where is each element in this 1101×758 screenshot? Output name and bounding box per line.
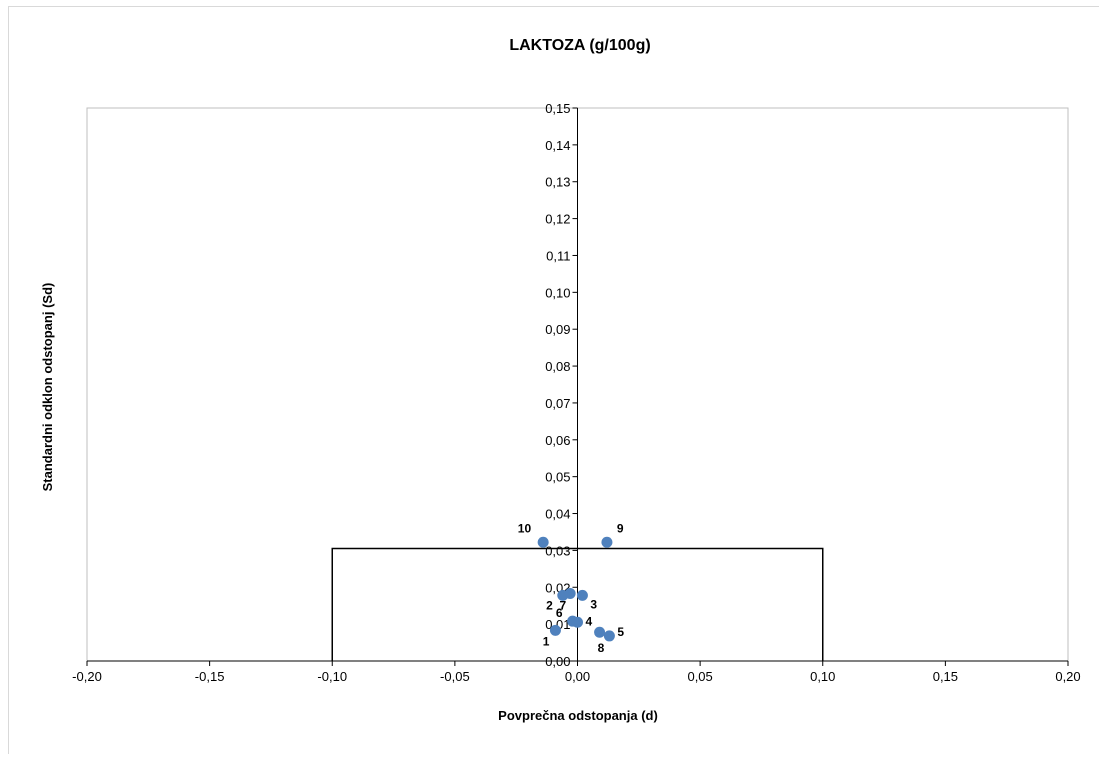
- x-tick-label: 0,20: [1055, 669, 1080, 684]
- y-tick-label: 0,11: [546, 248, 570, 263]
- x-tick-label: -0,10: [317, 669, 347, 684]
- x-axis-title: Povprečna odstopanja (d): [498, 708, 658, 723]
- data-point-5: [603, 630, 615, 642]
- data-label-9: 9: [617, 521, 624, 535]
- x-tick-label: 0,10: [810, 669, 835, 684]
- data-label-10: 10: [518, 521, 532, 535]
- x-tick-label: 0,15: [933, 669, 958, 684]
- data-point-8: [594, 626, 606, 638]
- data-label-3: 3: [590, 597, 597, 611]
- data-point-1: [549, 624, 561, 636]
- x-tick-label: -0,20: [72, 669, 102, 684]
- data-point-6: [567, 615, 579, 627]
- data-label-1: 1: [543, 634, 550, 648]
- data-point-7: [564, 588, 576, 600]
- data-label-6: 6: [556, 606, 563, 620]
- data-label-8: 8: [598, 641, 605, 655]
- y-tick-label: 0,14: [545, 138, 570, 153]
- x-tick-label: -0,05: [440, 669, 470, 684]
- data-label-4: 4: [586, 614, 593, 628]
- x-tick-label: 0,05: [687, 669, 712, 684]
- y-tick-label: 0,10: [545, 285, 570, 300]
- y-tick-label: 0,05: [545, 470, 570, 485]
- data-label-2: 2: [546, 598, 553, 612]
- chart-title: LAKTOZA (g/100g): [509, 37, 650, 54]
- data-point-3: [576, 589, 588, 601]
- y-tick-label: 0,03: [545, 543, 570, 558]
- limit-box: [331, 547, 824, 661]
- chart-frame: [8, 6, 1099, 754]
- y-tick-label: 0,04: [545, 507, 570, 522]
- y-tick-label: 0,15: [545, 101, 570, 116]
- x-tick-label: -0,15: [195, 669, 225, 684]
- y-tick-label: 0,07: [545, 396, 570, 411]
- y-tick-label: 0,12: [545, 212, 570, 227]
- data-label-7: 7: [559, 599, 566, 613]
- data-point-9: [601, 536, 613, 548]
- y-tick-label: 0,08: [545, 359, 570, 374]
- y-tick-label: 0,13: [545, 175, 570, 190]
- y-tick-label: 0,09: [545, 322, 570, 337]
- x-tick-label: 0,00: [565, 669, 590, 684]
- y-tick-label: 0,06: [545, 433, 570, 448]
- y-axis-title: Standardni odklon odstopanj (Sd): [40, 283, 55, 492]
- data-label-5: 5: [617, 625, 624, 639]
- data-point-10: [537, 536, 549, 548]
